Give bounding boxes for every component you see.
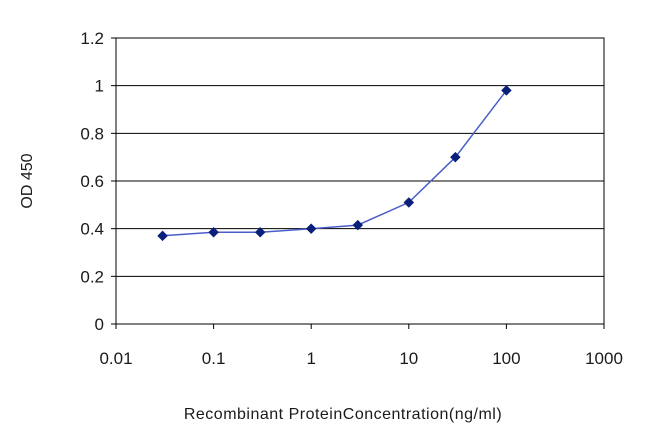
- y-tick-label: 1.2: [80, 29, 104, 48]
- x-tick-label: 0.1: [202, 349, 226, 368]
- data-point: [352, 219, 364, 231]
- x-tick-label: 1000: [585, 349, 623, 368]
- y-tick-label: 0.4: [80, 220, 104, 239]
- x-tick-label: 100: [492, 349, 520, 368]
- x-tick-label: 1: [306, 349, 315, 368]
- x-axis-label: Recombinant ProteinConcentration(ng/ml): [184, 406, 502, 423]
- data-point: [501, 85, 512, 96]
- x-tick-label: 0.01: [99, 349, 132, 368]
- data-point: [403, 197, 415, 208]
- gridlines: [116, 37, 604, 325]
- data-point: [305, 223, 317, 235]
- x-tick-label: 10: [399, 349, 418, 368]
- y-tick-label: 1: [95, 77, 104, 96]
- data-point: [450, 151, 461, 163]
- y-tick-label: 0: [95, 315, 104, 334]
- data-point: [254, 226, 266, 238]
- y-axis-ticks: 0 0.2 0.4 0.6 0.8 1 1.2: [80, 29, 116, 334]
- y-tick-label: 0.8: [80, 124, 104, 143]
- x-axis-ticks: 0.01 0.1 1 10 100 1000: [99, 324, 623, 368]
- series-line: [162, 89, 507, 237]
- y-axis-label: OD 450: [19, 153, 36, 208]
- y-tick-label: 0.2: [80, 267, 104, 286]
- data-points: [157, 85, 512, 242]
- y-tick-label: 0.6: [80, 172, 104, 191]
- data-point: [157, 230, 168, 242]
- data-point: [208, 226, 219, 238]
